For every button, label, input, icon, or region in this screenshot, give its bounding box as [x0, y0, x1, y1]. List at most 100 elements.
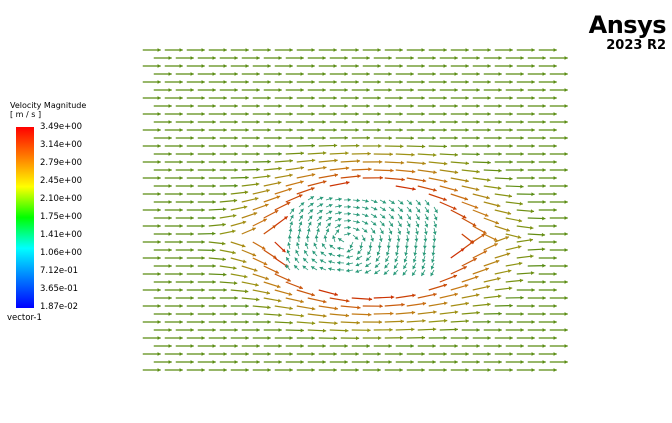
vector-arrowhead [288, 187, 292, 192]
vector-arrowhead [298, 221, 303, 226]
vector-arrowhead [520, 56, 524, 60]
vector-arrowhead [400, 160, 405, 165]
vector-arrowhead [485, 267, 489, 272]
vector-arrowhead [542, 56, 546, 60]
vector-arrowhead [398, 215, 403, 220]
vector-arrowhead [256, 152, 260, 156]
vector-arrowhead [553, 224, 557, 228]
vector-arrowhead [212, 216, 216, 220]
vector-arrowhead [179, 256, 183, 260]
vector-arrowhead [400, 319, 404, 324]
vector-arrowhead [389, 327, 393, 332]
vector-arrowhead [388, 230, 393, 235]
vector-arrowhead [223, 64, 227, 68]
vector-arrowhead [505, 236, 509, 240]
vector-arrowhead [355, 48, 359, 52]
legend-label: 1.41e+00 [40, 230, 83, 240]
vector-arrowhead [323, 235, 328, 239]
vector-arrowhead [398, 223, 402, 228]
vector-arrowhead [518, 218, 523, 223]
vector-arrowhead [311, 48, 315, 52]
vector-arrowhead [344, 120, 348, 124]
vector-arrowhead [278, 104, 282, 108]
vector-arrowhead [333, 80, 337, 84]
vector-arrowhead [553, 256, 557, 260]
vector-arrowhead [157, 224, 161, 228]
vector-arrowhead [264, 203, 269, 208]
vector-arrowhead [223, 144, 227, 148]
vector-arrowhead [410, 104, 414, 108]
vector-arrowhead [333, 48, 337, 52]
vector-arrowhead [434, 209, 438, 214]
vector-arrowhead [520, 136, 524, 140]
vector-arrowhead [157, 192, 161, 196]
vector-arrowhead [564, 296, 568, 300]
vector-arrowhead [201, 240, 205, 244]
vector-arrowhead [417, 201, 421, 206]
vector-arrowhead [487, 336, 491, 340]
vector-arrowhead [344, 56, 348, 60]
vector-arrowhead [431, 245, 436, 249]
vector-arrowhead [157, 304, 161, 308]
vector-arrowhead [311, 352, 315, 356]
vector-arrowhead [412, 293, 416, 298]
vector-arrowhead [212, 120, 216, 124]
vector-arrow [417, 293, 437, 299]
vector-arrowhead [190, 232, 194, 236]
vector-arrowhead [443, 112, 447, 116]
vector-arrowhead [542, 184, 546, 188]
vector-arrowhead [212, 104, 216, 108]
vector-arrowhead [377, 352, 381, 356]
vector-arrowhead [263, 218, 267, 223]
vector-arrowhead [337, 267, 341, 272]
vector-arrowhead [432, 104, 436, 108]
vector-arrowhead [278, 88, 282, 92]
vector-arrowhead [422, 178, 427, 183]
vector-arrowhead [498, 56, 502, 60]
vector-arrowhead [232, 213, 237, 218]
vector-arrowhead [243, 205, 248, 210]
vector-arrowhead [223, 96, 227, 100]
vector-arrowhead [349, 244, 354, 249]
vector-arrowhead [267, 336, 271, 340]
vector-arrowhead [354, 236, 359, 240]
vector-arrowhead [412, 265, 416, 270]
vector-arrowhead [359, 245, 364, 249]
vector-arrowhead [542, 200, 546, 204]
vector-arrowhead [496, 203, 501, 208]
vector-arrowhead [520, 184, 524, 189]
vector-arrowhead [252, 227, 256, 232]
vector-arrowhead [289, 96, 293, 100]
vector-arrowhead [399, 200, 404, 205]
vector-arrowhead [212, 328, 216, 332]
vector-arrowhead [452, 206, 457, 210]
vector-arrowhead [377, 80, 381, 84]
vector-arrowhead [366, 257, 370, 261]
vector-arrowhead [553, 144, 557, 148]
vector-arrowhead [253, 268, 258, 272]
vector-arrowhead [168, 88, 172, 92]
vector-arrowhead [391, 200, 395, 204]
vector-arrowhead [179, 80, 183, 84]
vector-arrowhead [529, 225, 534, 230]
vector-arrowhead [399, 335, 404, 340]
vector-arrowhead [410, 88, 414, 92]
vector-arrowhead [201, 320, 205, 324]
vector-arrowhead [407, 216, 411, 220]
legend-title: Velocity Magnitude [ m / s ] [10, 101, 86, 119]
vector-arrowhead [465, 301, 469, 306]
vector-arrowhead [443, 318, 448, 323]
vector-arrowhead [432, 136, 436, 140]
vector-arrowhead [422, 318, 426, 323]
vector-arrowhead [234, 344, 238, 348]
vector-arrowhead [168, 168, 172, 172]
vector-arrowhead [281, 248, 286, 253]
vector-arrowhead [509, 48, 513, 52]
vector-arrowhead [278, 360, 282, 364]
vector-arrowhead [223, 207, 227, 212]
vector-arrowhead [201, 192, 205, 196]
vector-arrowhead [363, 228, 368, 233]
vector-arrowhead [387, 238, 392, 242]
vector-arrowhead [388, 88, 392, 92]
